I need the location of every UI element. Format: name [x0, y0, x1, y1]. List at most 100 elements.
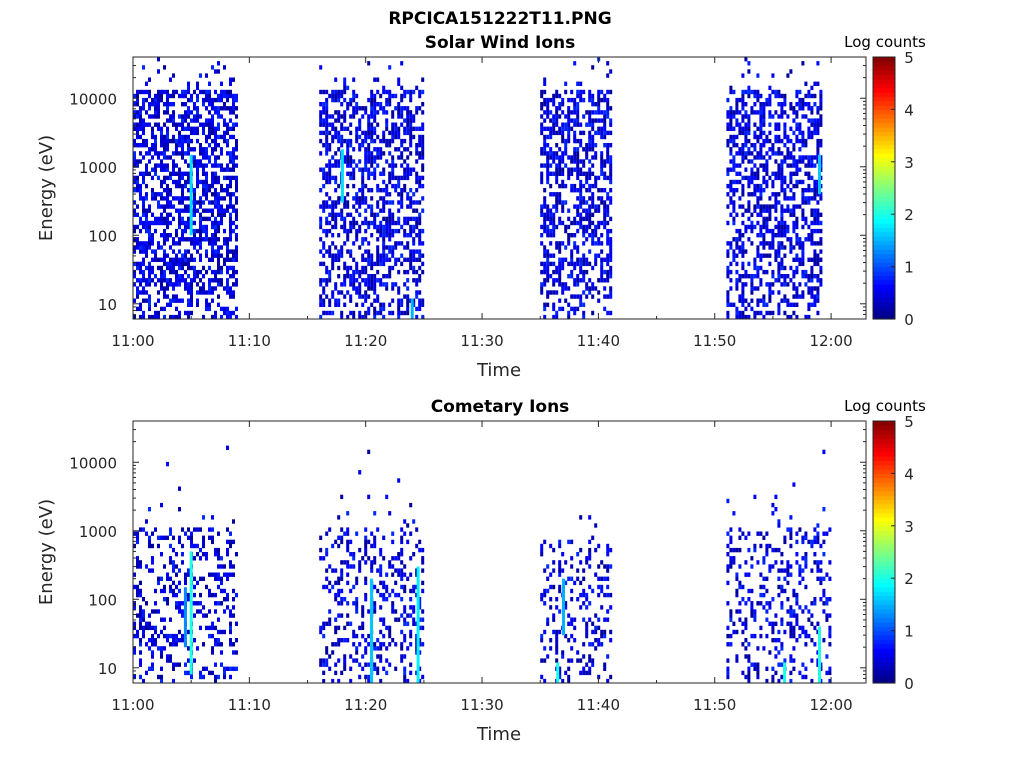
cometary-cell	[358, 560, 362, 565]
solar-wind-cell	[591, 228, 595, 234]
solar-wind-cell	[801, 179, 805, 185]
cometary-cell	[205, 625, 208, 631]
solar-wind-cell	[391, 93, 395, 99]
solar-wind-cell	[409, 196, 413, 201]
solar-wind-cell	[570, 220, 574, 226]
solar-wind-cell	[726, 143, 730, 148]
cometary-cell	[397, 568, 401, 573]
cometary-cell	[322, 678, 326, 684]
solar-wind-cell	[322, 298, 326, 303]
solar-wind-cell	[211, 163, 214, 168]
solar-wind-colorbar-tick-label: 5	[904, 49, 914, 67]
solar-wind-cell	[546, 294, 550, 299]
solar-wind-cell	[597, 118, 601, 123]
cometary-cell	[379, 592, 383, 598]
cometary-cell	[789, 621, 793, 626]
solar-wind-cell	[382, 216, 386, 222]
solar-wind-cell	[415, 257, 419, 262]
solar-wind-cell	[750, 290, 754, 295]
solar-wind-cell	[337, 97, 341, 103]
cometary-cell	[795, 552, 799, 557]
solar-wind-cell	[343, 97, 347, 103]
solar-wind-cell	[744, 224, 748, 230]
solar-wind-cell	[585, 216, 589, 222]
solar-wind-cell	[394, 175, 398, 181]
cometary-cell	[582, 666, 586, 671]
solar-wind-cell	[582, 97, 586, 103]
solar-wind-cell	[361, 257, 365, 262]
solar-wind-cell	[570, 188, 574, 193]
solar-wind-cell	[774, 122, 778, 127]
solar-wind-colorbar-segment	[873, 113, 895, 119]
solar-wind-y-tick-label: 10	[98, 296, 117, 314]
solar-wind-cell	[181, 237, 184, 242]
solar-wind-cell	[178, 282, 181, 287]
cometary-cell	[337, 576, 341, 581]
solar-wind-cell	[603, 269, 607, 275]
solar-wind-cell	[151, 188, 154, 193]
solar-wind-cell	[603, 216, 607, 222]
solar-wind-cell	[421, 102, 425, 107]
cometary-cell	[145, 642, 148, 647]
solar-wind-cell	[603, 163, 607, 168]
solar-wind-cell	[187, 85, 190, 91]
solar-wind-cell	[163, 175, 166, 181]
solar-wind-cell	[205, 138, 208, 144]
cometary-cell	[352, 629, 356, 635]
solar-wind-cell	[741, 294, 745, 299]
solar-wind-cell	[388, 179, 392, 185]
solar-wind-cell	[148, 261, 151, 267]
solar-wind-cell	[555, 122, 559, 127]
solar-wind-cell	[819, 106, 823, 111]
solar-wind-cell	[765, 151, 769, 156]
cometary-cell	[567, 576, 571, 581]
cometary-cell	[780, 642, 784, 647]
cometary-cell	[151, 666, 154, 671]
solar-wind-cell	[816, 212, 820, 217]
cometary-cell	[193, 527, 196, 532]
solar-wind-cell	[391, 265, 395, 271]
solar-wind-cell	[211, 200, 214, 205]
solar-wind-cell	[744, 134, 748, 140]
solar-wind-cell	[352, 257, 356, 262]
solar-wind-cell	[579, 302, 583, 307]
solar-wind-cell	[786, 228, 790, 234]
solar-wind-cell	[798, 294, 802, 299]
solar-wind-cell	[409, 151, 413, 156]
cometary-cell	[361, 609, 365, 614]
solar-wind-cell	[777, 290, 781, 295]
solar-wind-cell	[355, 290, 359, 295]
cometary-cell	[400, 613, 404, 618]
cometary-cell	[166, 461, 169, 467]
solar-wind-cell	[576, 249, 580, 254]
cometary-cell	[235, 621, 238, 626]
solar-wind-cell	[397, 257, 401, 262]
solar-wind-cell	[163, 204, 166, 209]
solar-wind-cell	[546, 97, 550, 103]
solar-wind-cell	[325, 249, 329, 254]
solar-wind-colorbar-segment	[873, 218, 895, 224]
solar-wind-cell	[540, 212, 544, 217]
solar-wind-cell	[597, 220, 601, 226]
cometary-cell	[606, 678, 610, 684]
solar-wind-cell	[184, 228, 187, 234]
solar-wind-cell	[226, 97, 229, 103]
solar-wind-cell	[163, 196, 166, 201]
solar-wind-cell	[771, 192, 775, 197]
cometary-streak	[183, 587, 187, 648]
cometary-cell	[367, 678, 371, 684]
solar-wind-cell	[136, 290, 139, 295]
solar-wind-cell	[555, 130, 559, 136]
solar-wind-cell	[810, 85, 814, 91]
cometary-cell	[792, 666, 796, 671]
solar-wind-cell	[588, 143, 592, 148]
cometary-cell	[361, 633, 365, 639]
cometary-cell	[735, 572, 739, 577]
solar-wind-cell	[732, 179, 736, 185]
solar-wind-cell	[187, 106, 190, 111]
cometary-cell	[136, 564, 139, 569]
solar-wind-cell	[777, 114, 781, 119]
cometary-cell	[765, 609, 769, 614]
solar-wind-cell	[582, 290, 586, 295]
solar-wind-cell	[394, 134, 398, 140]
